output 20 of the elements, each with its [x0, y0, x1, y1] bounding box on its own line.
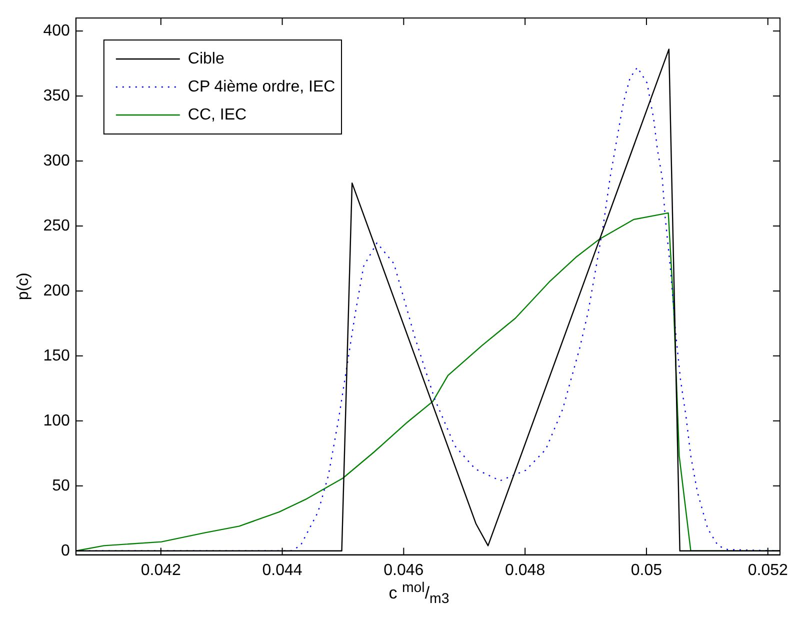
y-tick-label: 300 — [43, 152, 70, 170]
y-tick-label: 0 — [60, 542, 70, 560]
x-tick-label: 0.05 — [630, 562, 662, 579]
y-axis-title: p(c) — [15, 272, 32, 300]
legend-label: CC, IEC — [188, 106, 247, 124]
x-tick-label: 0.052 — [748, 562, 788, 579]
x-tick-label: 0.048 — [505, 562, 546, 579]
y-tick-label: 350 — [43, 87, 70, 104]
y-tick-label: 100 — [43, 412, 70, 430]
legend-label: CP 4ième ordre, IEC — [188, 78, 336, 96]
y-tick-label: 250 — [43, 217, 70, 234]
y-tick-label: 150 — [43, 347, 70, 364]
y-tick-label: 50 — [52, 477, 70, 494]
x-tick-label: 0.046 — [384, 562, 424, 579]
y-tick-label: 200 — [43, 282, 70, 300]
y-tick-label: 400 — [43, 22, 70, 40]
x-tick-label: 0.042 — [140, 562, 181, 579]
x-axis-title: c $^{mol}$/$_{m3}$ — [388, 580, 450, 608]
legend-label: Cible — [188, 50, 224, 68]
x-tick-label: 0.044 — [262, 562, 302, 579]
